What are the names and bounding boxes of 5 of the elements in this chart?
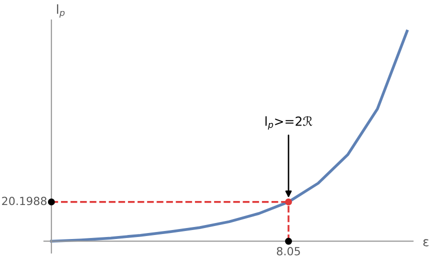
annotation: l$_{p}$>=2ℛ [266, 116, 312, 130]
text: 8.05 [276, 246, 300, 256]
annotation: 20.1988 [2, 196, 46, 206]
y-axis-title: l$_{p}$ [57, 4, 65, 18]
x-axis-title: ε [423, 239, 428, 246]
